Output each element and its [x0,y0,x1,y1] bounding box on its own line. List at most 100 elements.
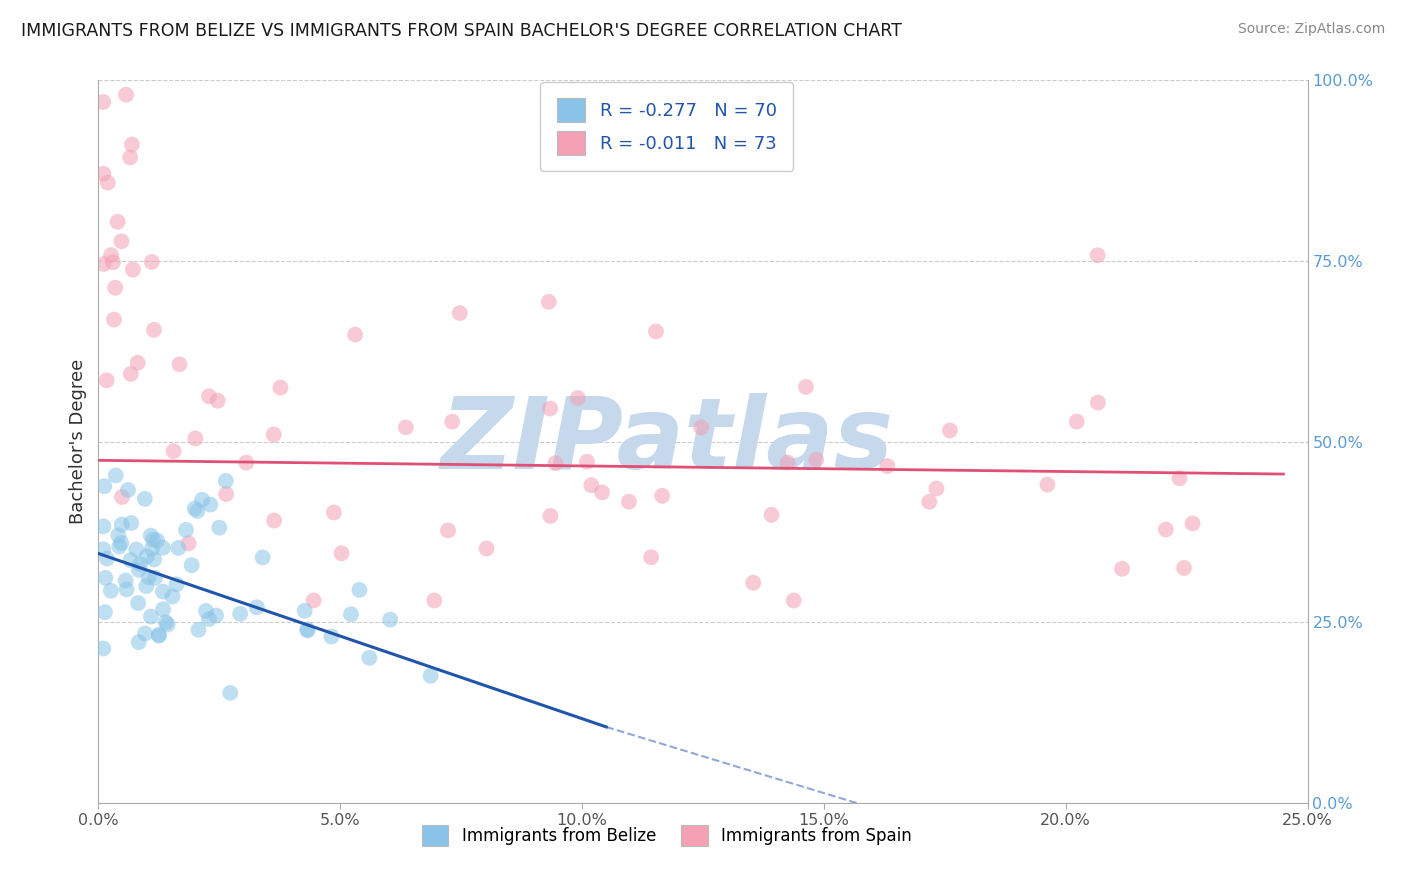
Point [121,137,143,152]
Point [544,456,567,470]
Point [91,519,114,533]
Point [143,552,166,566]
Point [617,494,640,508]
Point [235,456,257,470]
Point [380,613,402,627]
Point [91,542,114,557]
Point [138,570,160,584]
Point [263,427,285,442]
Point [344,327,367,342]
Point [100,248,122,262]
Point [139,528,162,542]
Point [1111,562,1133,576]
Point [97,176,120,190]
Point [591,485,613,500]
Point [191,492,214,507]
Point [1154,523,1177,537]
Point [169,357,191,371]
Point [783,593,806,607]
Point [104,468,127,483]
Point [128,635,150,649]
Point [186,504,208,518]
Point [252,550,274,565]
Point [152,584,174,599]
Point [110,536,132,550]
Point [449,306,471,320]
Text: IMMIGRANTS FROM BELIZE VS IMMIGRANTS FROM SPAIN BACHELOR'S DEGREE CORRELATION CH: IMMIGRANTS FROM BELIZE VS IMMIGRANTS FRO… [21,22,903,40]
Point [263,514,285,528]
Point [141,541,163,556]
Point [152,541,174,555]
Point [101,255,124,269]
Point [395,420,418,434]
Point [187,623,209,637]
Point [177,536,200,550]
Point [198,612,221,626]
Point [103,312,125,326]
Point [110,235,132,249]
Point [219,686,242,700]
Point [322,506,344,520]
Point [127,596,149,610]
Point [174,523,197,537]
Point [162,444,184,458]
Point [297,623,319,637]
Point [141,255,163,269]
Point [441,415,464,429]
Point [576,455,599,469]
Point [794,380,817,394]
Point [690,420,713,434]
Point [96,373,118,387]
Point [776,456,799,470]
Text: Source: ZipAtlas.com: Source: ZipAtlas.com [1237,22,1385,37]
Point [107,528,129,542]
Point [183,501,205,516]
Point [184,432,207,446]
Point [135,549,157,564]
Point [876,458,898,473]
Point [94,571,117,585]
Point [93,257,115,271]
Point [925,482,948,496]
Point [100,583,122,598]
Point [537,294,560,309]
Point [640,550,662,565]
Point [761,508,783,522]
Point [94,605,117,619]
Point [1036,477,1059,491]
Point [294,604,316,618]
Point [115,582,138,597]
Point [1181,516,1204,531]
Point [538,508,561,523]
Point [195,604,218,618]
Point [104,281,127,295]
Point [162,590,184,604]
Point [117,483,139,497]
Point [93,479,115,493]
Point [91,167,114,181]
Point [581,478,603,492]
Point [125,542,148,557]
Point [96,551,118,566]
Point [152,602,174,616]
Point [107,215,129,229]
Point [359,650,381,665]
Point [143,323,166,337]
Point [128,563,150,577]
Point [1173,561,1195,575]
Point [155,615,177,630]
Point [651,489,673,503]
Point [115,87,138,102]
Point [205,608,228,623]
Point [180,558,202,573]
Point [349,582,371,597]
Point [340,607,363,622]
Point [129,557,152,571]
Point [645,325,668,339]
Point [111,490,134,504]
Point [939,424,962,438]
Point [475,541,498,556]
Point [120,516,142,530]
Point [215,474,238,488]
Point [146,533,169,548]
